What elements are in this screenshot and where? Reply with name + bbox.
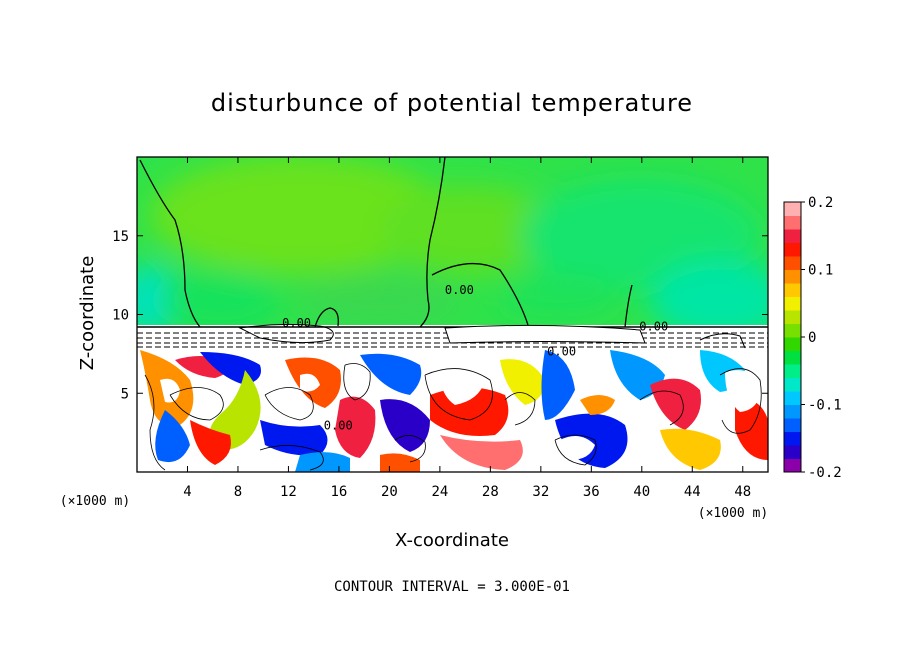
- contour-label: 0.00: [547, 344, 576, 358]
- x-tick-label: 20: [381, 484, 398, 500]
- colorbar-level: [784, 431, 801, 446]
- colorbar-level: [784, 283, 801, 297]
- colorbar-level: [784, 310, 801, 324]
- x-tick-label: 36: [583, 484, 600, 500]
- field-region: [380, 399, 430, 452]
- contour-label: 0.00: [324, 418, 353, 432]
- x-tick-label: 40: [633, 484, 650, 500]
- x-unit-label: (×1000 m): [698, 506, 768, 521]
- colorbar-tick-label: -0.2: [808, 465, 842, 481]
- contour-interval-note: CONTOUR INTERVAL = 3.000E-01: [334, 579, 570, 595]
- contour-labels: 0.00 0.00 0.00 0.00 0.00: [282, 283, 668, 432]
- field-region: [660, 428, 721, 470]
- field-region: [380, 453, 420, 472]
- colorbar-level: [784, 458, 801, 473]
- colorbar-level: [784, 269, 801, 284]
- colorbar-level: [784, 404, 801, 419]
- colorbar-tick-label: 0.2: [808, 195, 833, 211]
- colorbar-level: [784, 229, 801, 243]
- colorbar-level: [784, 337, 801, 351]
- field-region: [735, 399, 768, 460]
- x-axis: 4 8 12 16 20 24 28 32 36 40 44 48: [183, 157, 751, 500]
- x-tick-label: 48: [734, 484, 751, 500]
- field-region: [440, 435, 523, 470]
- colorbar-level: [784, 364, 801, 378]
- field-region-neutral: [440, 368, 485, 405]
- colorbar-level: [784, 418, 801, 432]
- field-region-neutral: [160, 378, 180, 403]
- field-region-neutral: [725, 370, 762, 412]
- y-axis: 5 10 15: [112, 229, 768, 402]
- field-region: [360, 353, 422, 395]
- field-region: [190, 420, 231, 465]
- y-tick-label: 5: [121, 386, 129, 402]
- contour-label: 0.00: [639, 319, 668, 333]
- colorbar: 0.2 0.1 0 -0.1 -0.2: [783, 195, 842, 481]
- x-tick-label: 28: [482, 484, 499, 500]
- colorbar-tick-label: 0: [808, 330, 816, 346]
- colorbar-level: [784, 242, 801, 257]
- y-axis-label: Z-coordinate: [77, 256, 98, 371]
- field-region: [155, 410, 190, 463]
- x-tick-label: 8: [234, 484, 242, 500]
- y-tick-label: 15: [112, 229, 129, 245]
- x-axis-label: X-coordinate: [395, 530, 509, 551]
- y-unit-label: (×1000 m): [60, 494, 130, 509]
- field-region-neutral: [560, 436, 595, 460]
- colorbar-level: [784, 377, 801, 392]
- colorbar-level: [784, 215, 801, 230]
- colorbar-level: [784, 296, 801, 311]
- field-region: [295, 452, 350, 472]
- chart-title: disturbunce of potential temperature: [211, 89, 693, 117]
- lower-turbulent-field: [137, 348, 768, 472]
- x-tick-label: 32: [532, 484, 549, 500]
- field-region: [335, 396, 376, 458]
- colorbar-level: [784, 202, 801, 216]
- x-tick-label: 24: [431, 484, 448, 500]
- contour-label: 0.00: [445, 283, 474, 297]
- field-region: [260, 420, 328, 456]
- plot-area: 0.00 0.00 0.00 0.00 0.00: [137, 157, 768, 472]
- colorbar-level: [784, 350, 801, 365]
- x-tick-label: 4: [183, 484, 191, 500]
- colorbar-level: [784, 256, 801, 270]
- colorbar-level: [784, 391, 801, 405]
- lower-contours: [144, 363, 762, 471]
- upper-field-blobs: [137, 157, 768, 340]
- field-region-neutral: [300, 373, 320, 392]
- colorbar-level: [784, 323, 801, 338]
- colorbar-level: [784, 445, 801, 459]
- colorbar-tick-label: -0.1: [808, 398, 842, 414]
- y-tick-label: 10: [112, 308, 129, 324]
- zero-contours: [139, 157, 633, 328]
- contour-label: 0.00: [282, 316, 311, 330]
- colorbar-tick-label: 0.1: [808, 263, 833, 279]
- transition-band: [137, 323, 768, 349]
- field-region: [500, 359, 545, 405]
- x-tick-label: 12: [280, 484, 297, 500]
- x-tick-label: 44: [684, 484, 701, 500]
- field-region: [580, 395, 615, 415]
- x-tick-label: 16: [330, 484, 347, 500]
- field-region: [541, 350, 575, 420]
- field-region: [209, 370, 261, 450]
